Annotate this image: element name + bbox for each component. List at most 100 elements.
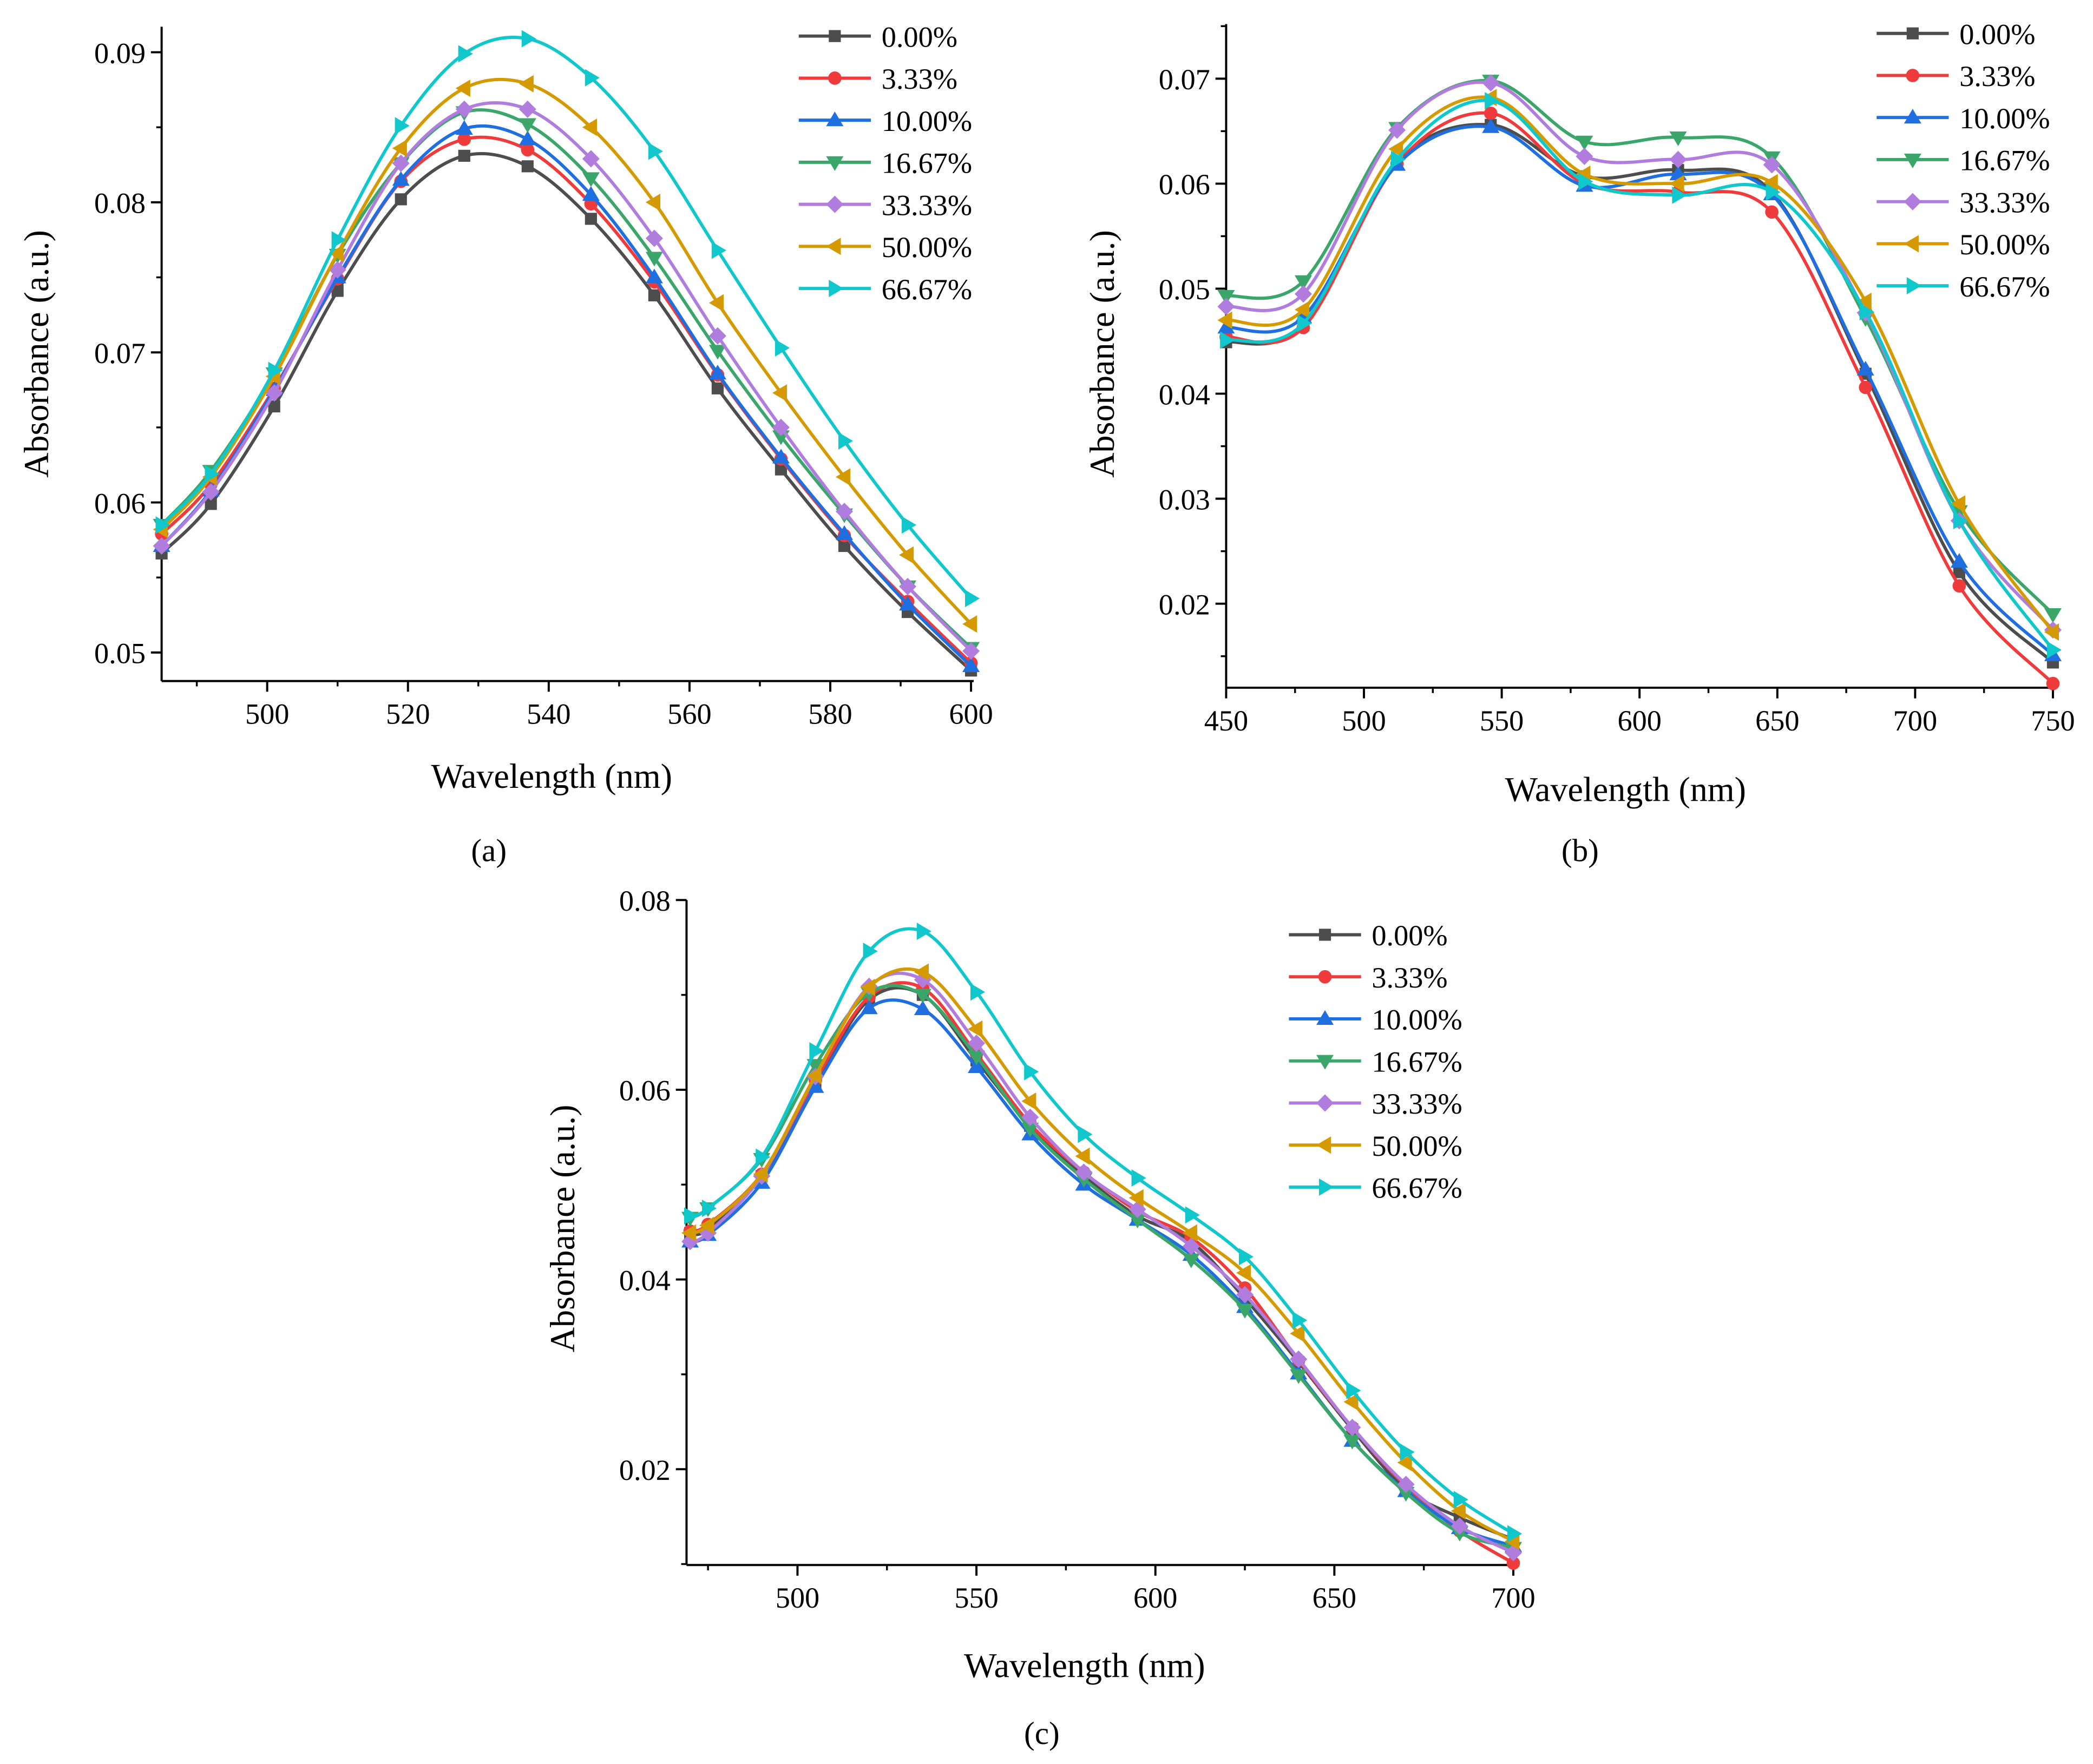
data-point (699, 1216, 714, 1234)
data-point (1397, 1453, 1412, 1471)
data-point (331, 285, 344, 297)
legend-label: 16.67% (1959, 144, 2050, 177)
legend-marker (826, 238, 841, 255)
data-point (1346, 1381, 1361, 1399)
data-point (1290, 1369, 1308, 1384)
data-point (1075, 1163, 1093, 1181)
data-point (806, 1078, 824, 1093)
data-point (711, 241, 726, 259)
data-point (155, 516, 170, 534)
data-point (1763, 174, 1778, 192)
data-point (585, 213, 597, 225)
data-point (1451, 1502, 1466, 1520)
data-point (519, 118, 536, 133)
legend-marker (1316, 1094, 1334, 1112)
data-point (1507, 1525, 1523, 1543)
legend-marker (1906, 27, 1919, 40)
x-tick-label: 500 (245, 698, 289, 730)
legend-marker (1906, 277, 1921, 295)
data-point (1297, 314, 1313, 332)
x-axis-label: Wavelength (nm) (1505, 771, 1746, 809)
x-axis-label: Wavelength (nm) (964, 1647, 1205, 1685)
data-point (1217, 298, 1235, 315)
data-point (1294, 301, 1310, 319)
data-point (1485, 92, 1500, 110)
y-tick-label: 0.03 (1159, 483, 1210, 516)
data-point (1397, 1486, 1415, 1502)
legend-marker (1906, 69, 1920, 82)
series-66.67% (1220, 92, 2062, 659)
data-point (392, 171, 410, 186)
data-point (521, 30, 536, 48)
legend-marker (828, 71, 842, 85)
data-point (645, 268, 663, 284)
data-point (2044, 623, 2059, 641)
data-point (329, 261, 346, 279)
y-tick-label: 0.02 (619, 1454, 671, 1486)
data-point (1182, 1238, 1200, 1255)
data-point (681, 1224, 697, 1242)
legend-label: 10.00% (882, 105, 972, 137)
data-point (1578, 173, 1593, 190)
data-point (585, 69, 600, 87)
data-point (205, 465, 220, 483)
data-point (914, 963, 929, 981)
x-tick-label: 600 (1617, 705, 1661, 737)
y-tick-label: 0.02 (1159, 588, 1210, 621)
x-tick-label: 700 (1491, 1582, 1535, 1614)
data-point (1128, 1189, 1144, 1207)
legend-marker (826, 156, 844, 171)
data-point (860, 999, 878, 1015)
y-tick-label: 0.09 (94, 37, 146, 69)
data-point (708, 327, 726, 345)
data-point (1292, 1311, 1308, 1329)
data-point (772, 418, 790, 436)
data-point (519, 75, 534, 93)
data-point (860, 978, 875, 996)
data-point (1343, 1419, 1361, 1437)
legend-label: 0.00% (1959, 18, 2035, 50)
data-point (1953, 566, 1965, 578)
data-point (519, 100, 536, 118)
y-tick-label: 0.04 (1159, 378, 1210, 411)
data-point (1220, 331, 1235, 349)
data-point (835, 525, 854, 540)
x-tick-label: 700 (1893, 705, 1937, 737)
data-point (205, 498, 217, 510)
legend-label: 16.67% (1372, 1045, 1462, 1078)
legend-label: 33.33% (1959, 186, 2050, 219)
data-point (1024, 1063, 1039, 1081)
data-point (582, 119, 597, 136)
data-point (968, 1050, 986, 1065)
y-tick-label: 0.06 (94, 487, 146, 519)
panel-label: (c) (1024, 1715, 1060, 1751)
legend-marker (829, 30, 841, 42)
y-axis-label: Absorbance (a.u.) (17, 230, 56, 478)
x-tick-label: 550 (1480, 705, 1524, 737)
data-point (1672, 186, 1687, 204)
data-point (395, 117, 410, 135)
legend-marker (1316, 1055, 1334, 1070)
data-point (1343, 1393, 1359, 1411)
y-tick-label: 0.06 (1159, 168, 1210, 201)
legend-marker (1904, 235, 1919, 253)
data-point (1217, 311, 1232, 329)
data-point (1236, 1304, 1254, 1319)
x-tick-label: 750 (2031, 705, 2075, 737)
series-line (1225, 80, 2055, 631)
data-point (1238, 1248, 1254, 1266)
data-point (153, 537, 170, 555)
data-point (1953, 512, 1968, 530)
data-point (708, 365, 726, 380)
series-line (160, 124, 973, 667)
data-point (1484, 107, 1498, 120)
data-point (455, 80, 470, 97)
data-point (1669, 131, 1687, 147)
data-point (838, 539, 851, 552)
data-point (1391, 150, 1406, 168)
data-point (2044, 608, 2062, 623)
data-point (1078, 1125, 1093, 1143)
data-point (329, 245, 344, 262)
data-point (1763, 156, 1781, 174)
